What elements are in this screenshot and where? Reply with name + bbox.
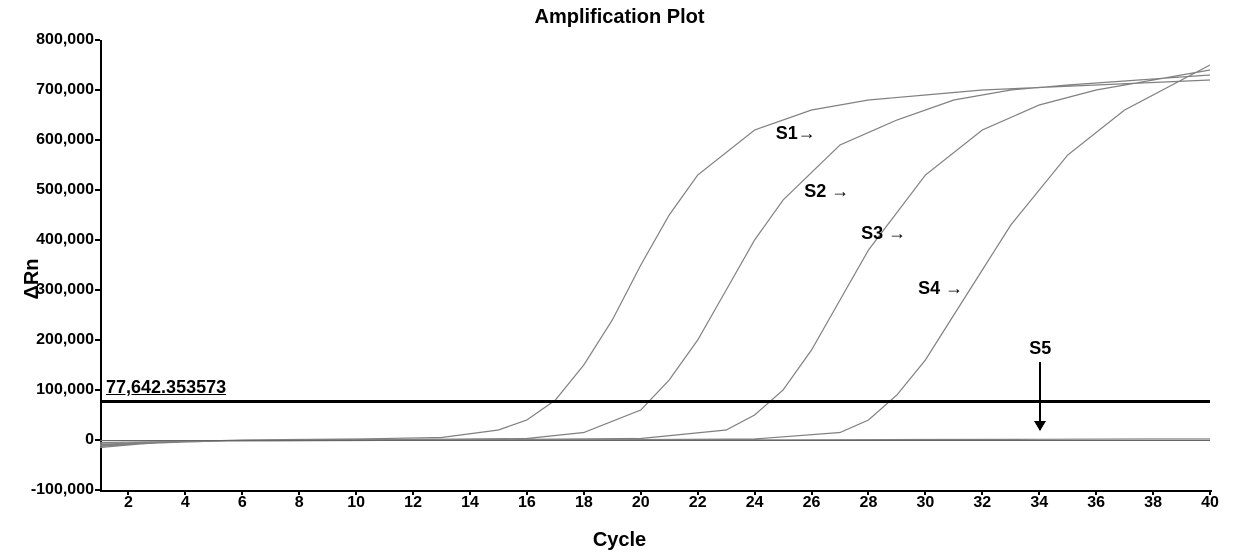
annotation-arrow-down xyxy=(1039,362,1041,430)
x-tick-label: 24 xyxy=(746,494,764,512)
annotation-S4: S4 → xyxy=(918,278,963,299)
curve-S1 xyxy=(100,80,1210,448)
x-tick-label: 30 xyxy=(916,494,934,512)
x-tick-label: 8 xyxy=(295,494,304,512)
x-tick-mark xyxy=(127,490,129,495)
x-tick-mark xyxy=(1095,490,1097,495)
y-tick-mark xyxy=(95,239,100,241)
x-tick-label: 28 xyxy=(860,494,878,512)
y-tick-label: 200,000 xyxy=(36,331,94,349)
y-tick-mark xyxy=(95,289,100,291)
y-tick-label: -100,000 xyxy=(31,481,94,499)
zero-line xyxy=(100,440,1210,441)
x-tick-label: 36 xyxy=(1087,494,1105,512)
y-tick-label: 300,000 xyxy=(36,281,94,299)
y-tick-mark xyxy=(95,439,100,441)
x-tick-mark xyxy=(1152,490,1154,495)
x-tick-mark xyxy=(1038,490,1040,495)
annotation-S1: S1→ xyxy=(776,123,816,144)
y-tick-label: 100,000 xyxy=(36,381,94,399)
annotation-S2: S2 → xyxy=(804,181,849,202)
x-tick-label: 14 xyxy=(461,494,479,512)
y-tick-label: 0 xyxy=(85,431,94,449)
amplification-plot-chart: Amplification Plot ΔRn Cycle 77,642.3535… xyxy=(0,0,1239,558)
threshold-label: 77,642.353573 xyxy=(106,377,226,398)
x-tick-label: 20 xyxy=(632,494,650,512)
x-axis-label: Cycle xyxy=(593,529,646,552)
x-tick-mark xyxy=(241,490,243,495)
x-tick-mark xyxy=(298,490,300,495)
x-tick-label: 18 xyxy=(575,494,593,512)
curve-S4 xyxy=(100,65,1210,444)
y-tick-mark xyxy=(95,489,100,491)
y-tick-mark xyxy=(95,389,100,391)
x-tick-label: 26 xyxy=(803,494,821,512)
x-tick-label: 10 xyxy=(347,494,365,512)
x-tick-mark xyxy=(184,490,186,495)
x-tick-mark xyxy=(1209,490,1211,495)
annotation-S3: S3 → xyxy=(861,223,906,244)
y-tick-mark xyxy=(95,39,100,41)
x-tick-mark xyxy=(867,490,869,495)
x-tick-label: 4 xyxy=(181,494,190,512)
x-tick-mark xyxy=(583,490,585,495)
y-tick-label: 500,000 xyxy=(36,181,94,199)
x-tick-label: 16 xyxy=(518,494,536,512)
y-tick-label: 600,000 xyxy=(36,131,94,149)
curve-S2 xyxy=(100,75,1210,446)
chart-title: Amplification Plot xyxy=(0,6,1239,29)
y-tick-label: 700,000 xyxy=(36,81,94,99)
y-tick-label: 400,000 xyxy=(36,231,94,249)
x-tick-mark xyxy=(469,490,471,495)
annotation-S5: S5 xyxy=(1029,338,1051,359)
x-tick-mark xyxy=(981,490,983,495)
x-tick-mark xyxy=(811,490,813,495)
y-tick-mark xyxy=(95,189,100,191)
x-tick-label: 6 xyxy=(238,494,247,512)
x-tick-label: 22 xyxy=(689,494,707,512)
curve-S3 xyxy=(100,70,1210,445)
y-tick-label: 800,000 xyxy=(36,31,94,49)
y-tick-mark xyxy=(95,89,100,91)
x-tick-mark xyxy=(355,490,357,495)
y-tick-mark xyxy=(95,339,100,341)
x-tick-mark xyxy=(640,490,642,495)
x-tick-mark xyxy=(924,490,926,495)
x-tick-label: 32 xyxy=(973,494,991,512)
x-tick-label: 38 xyxy=(1144,494,1162,512)
threshold-line xyxy=(100,400,1210,403)
x-tick-mark xyxy=(697,490,699,495)
x-tick-mark xyxy=(412,490,414,495)
x-tick-label: 2 xyxy=(124,494,133,512)
x-tick-mark xyxy=(754,490,756,495)
y-tick-mark xyxy=(95,139,100,141)
x-tick-label: 34 xyxy=(1030,494,1048,512)
x-tick-label: 40 xyxy=(1201,494,1219,512)
x-tick-mark xyxy=(526,490,528,495)
x-tick-label: 12 xyxy=(404,494,422,512)
